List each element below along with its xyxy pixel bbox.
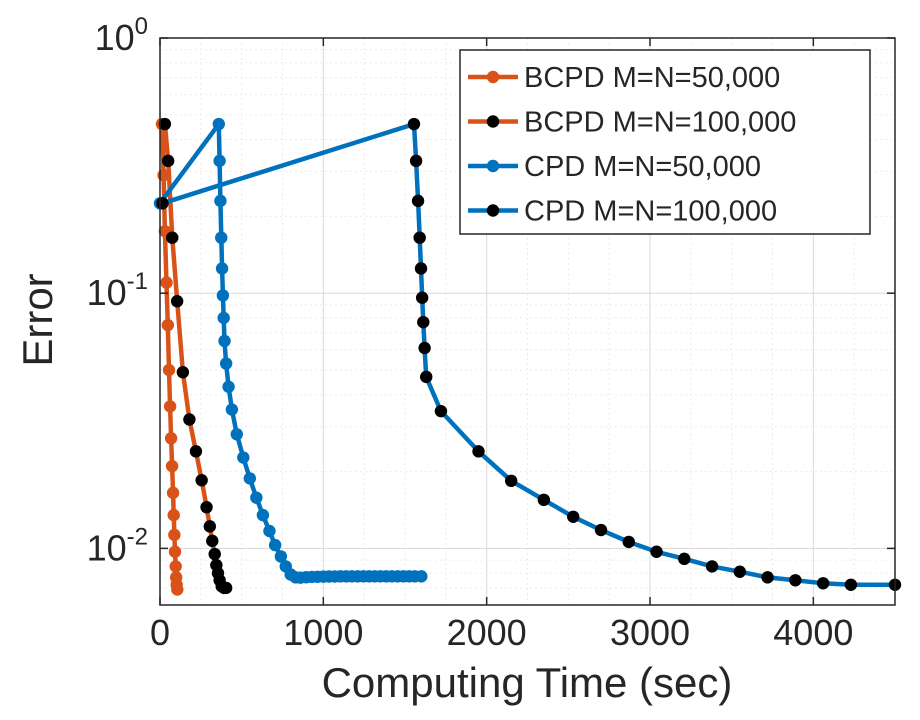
data-point-series-3 — [215, 262, 229, 275]
data-point-series-4 — [816, 577, 830, 590]
data-point-series-4 — [434, 404, 448, 418]
data-point-series-3 — [214, 194, 227, 208]
data-point-series-4 — [537, 493, 551, 507]
data-point-series-3 — [212, 117, 225, 131]
legend-swatch-marker — [486, 159, 500, 173]
legend-label: CPD M=N=50,000 — [524, 151, 761, 183]
data-point-series-4 — [622, 535, 635, 549]
data-point-series-2 — [206, 534, 219, 548]
data-point-series-3 — [415, 570, 428, 583]
data-point-series-4 — [678, 552, 691, 566]
data-point-series-4 — [567, 510, 580, 523]
data-point-series-3 — [225, 403, 239, 416]
data-point-series-2 — [170, 295, 184, 308]
data-point-series-4 — [705, 560, 719, 573]
data-point-series-2 — [158, 117, 172, 131]
data-point-series-3 — [217, 311, 230, 325]
data-point-series-2 — [161, 154, 175, 168]
data-point-series-3 — [243, 472, 257, 485]
x-tick-label: 4000 — [773, 612, 853, 653]
data-point-series-1 — [160, 276, 173, 289]
x-tick-label: 3000 — [610, 612, 690, 653]
data-point-series-3 — [274, 550, 288, 563]
data-point-series-3 — [256, 508, 270, 522]
legend-label: BCPD M=N=50,000 — [524, 62, 780, 94]
data-point-series-2 — [203, 520, 217, 533]
data-point-series-3 — [213, 154, 226, 168]
data-point-series-4 — [761, 571, 774, 584]
legend-swatch-marker — [486, 204, 500, 217]
data-point-series-2 — [183, 413, 196, 426]
data-point-series-4 — [415, 291, 429, 304]
y-tick-label: 100 — [95, 13, 148, 58]
data-point-series-4 — [594, 523, 608, 537]
data-point-series-4 — [504, 474, 518, 488]
x-tick-label: 2000 — [447, 612, 527, 653]
data-point-series-4 — [409, 154, 423, 168]
data-point-series-4 — [413, 231, 426, 244]
y-tick-label: 10-1 — [87, 268, 148, 313]
data-point-series-2 — [200, 501, 213, 514]
data-point-series-4 — [417, 315, 430, 329]
data-point-series-4 — [733, 565, 747, 578]
data-point-series-4 — [650, 545, 663, 558]
data-point-series-1 — [171, 583, 184, 596]
data-point-series-4 — [414, 262, 428, 275]
data-point-series-1 — [162, 363, 176, 377]
data-point-series-3 — [215, 231, 228, 244]
data-point-series-4 — [789, 574, 802, 587]
data-point-series-3 — [222, 380, 235, 393]
data-point-series-1 — [161, 318, 175, 332]
data-point-series-2 — [219, 581, 233, 595]
data-point-series-1 — [163, 400, 177, 413]
data-point-series-4 — [472, 445, 485, 458]
data-point-series-4 — [420, 370, 433, 384]
data-point-series-2 — [208, 547, 221, 561]
legend-swatch-marker — [486, 70, 500, 84]
legend: BCPD M=N=50,000 BCPD M=N=100,000 CPD M=N=5… — [459, 49, 871, 235]
data-point-series-3 — [263, 524, 276, 538]
data-point-series-1 — [169, 560, 182, 573]
data-point-series-3 — [230, 428, 243, 441]
data-point-series-4 — [418, 341, 431, 355]
y-tick-label: 10-2 — [87, 523, 148, 568]
data-point-series-4 — [407, 117, 421, 131]
data-point-series-4 — [411, 194, 425, 208]
data-point-series-3 — [216, 289, 230, 302]
data-point-series-2 — [195, 474, 208, 487]
data-point-series-2 — [176, 366, 190, 379]
data-point-series-1 — [168, 528, 181, 542]
x-tick-label: 1000 — [283, 612, 363, 653]
axes: 0 1000 2000 3000 4000 10-2 10-1 100 — [87, 13, 896, 653]
legend-label: BCPD M=N=100,000 — [524, 107, 796, 139]
data-point-series-1 — [165, 459, 179, 473]
plot-frame — [159, 37, 896, 606]
data-point-series-2 — [166, 231, 179, 244]
data-point-series-3 — [250, 491, 263, 504]
data-point-series-1 — [164, 432, 178, 445]
y-axis-label: Error — [14, 273, 61, 366]
data-point-series-1 — [168, 545, 182, 558]
data-point-series-1 — [167, 508, 180, 522]
x-axis-label: Computing Time (sec) — [322, 659, 733, 706]
legend-box — [459, 49, 871, 235]
data-point-series-3 — [218, 334, 231, 348]
data-point-series-3 — [237, 451, 250, 464]
data-point-series-1 — [166, 486, 180, 500]
x-tick-label: 0 — [150, 612, 170, 653]
data-point-series-2 — [189, 445, 203, 458]
data-point-series-4 — [844, 578, 858, 591]
legend-swatch-marker — [486, 115, 500, 128]
data-point-series-3 — [268, 538, 282, 552]
data-point-series-4 — [156, 197, 169, 210]
legend-label: CPD M=N=100,000 — [524, 196, 777, 228]
data-point-series-3 — [219, 357, 233, 370]
